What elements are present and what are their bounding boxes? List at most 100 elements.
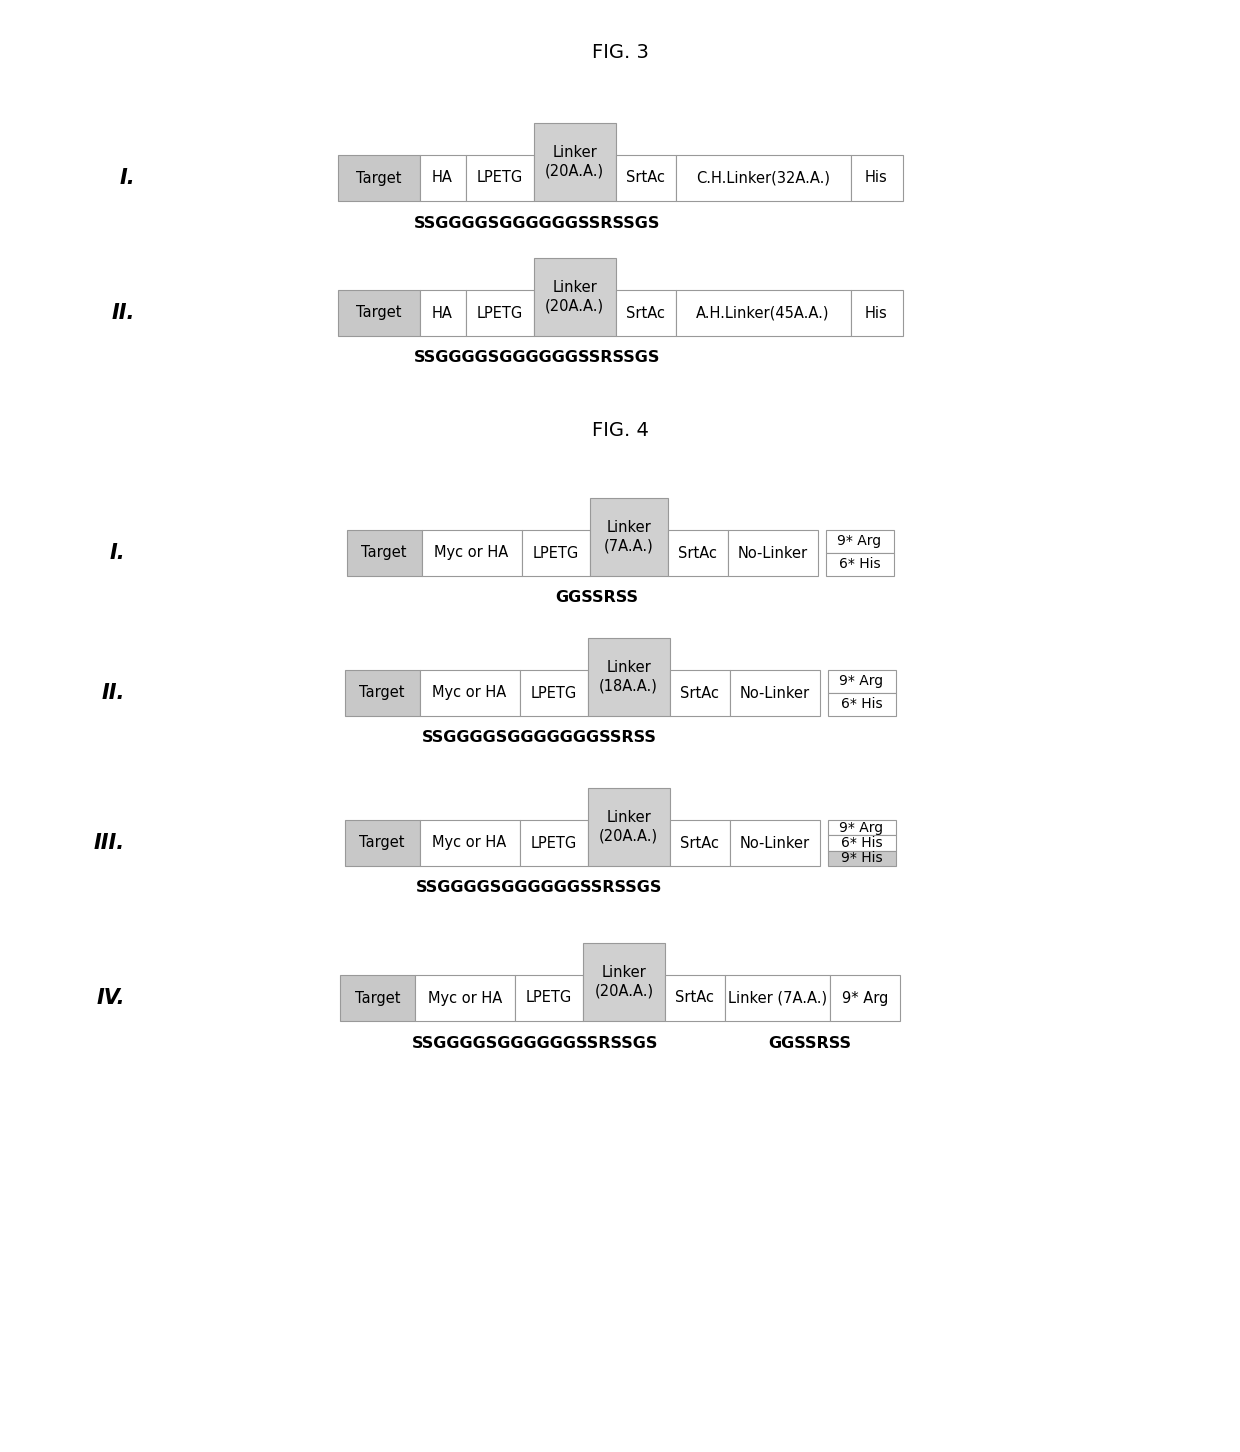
Bar bbox=[533, 123, 615, 200]
Text: SrtAc: SrtAc bbox=[678, 546, 717, 560]
Bar bbox=[676, 155, 851, 200]
Bar bbox=[589, 498, 667, 576]
Text: Myc or HA: Myc or HA bbox=[428, 990, 502, 1005]
Bar bbox=[725, 974, 830, 1021]
Text: Target: Target bbox=[356, 170, 402, 186]
Text: Linker
(20A.A.): Linker (20A.A.) bbox=[599, 810, 658, 844]
Text: III.: III. bbox=[94, 833, 125, 852]
Text: Linker
(20A.A.): Linker (20A.A.) bbox=[544, 145, 604, 179]
Text: SrtAc: SrtAc bbox=[626, 305, 665, 321]
Bar bbox=[522, 530, 589, 576]
Bar bbox=[615, 290, 676, 335]
Text: FIG. 3: FIG. 3 bbox=[591, 42, 649, 61]
Bar bbox=[851, 155, 903, 200]
Text: Linker
(20A.A.): Linker (20A.A.) bbox=[544, 280, 604, 314]
Text: FIG. 4: FIG. 4 bbox=[591, 421, 649, 440]
Text: 6* His: 6* His bbox=[841, 836, 883, 849]
Text: Linker
(7A.A.): Linker (7A.A.) bbox=[604, 520, 653, 553]
Bar bbox=[465, 290, 533, 335]
Bar bbox=[670, 669, 729, 716]
Text: His: His bbox=[866, 170, 888, 186]
Bar bbox=[728, 530, 817, 576]
Bar bbox=[670, 820, 729, 865]
Text: I.: I. bbox=[119, 168, 135, 187]
Bar bbox=[337, 155, 419, 200]
Bar bbox=[520, 669, 588, 716]
Bar bbox=[827, 835, 895, 851]
Bar bbox=[830, 974, 900, 1021]
Text: SrtAc: SrtAc bbox=[626, 170, 665, 186]
Bar bbox=[667, 530, 728, 576]
Text: GGSSRSS: GGSSRSS bbox=[556, 591, 639, 605]
Bar bbox=[827, 851, 895, 865]
Text: IV.: IV. bbox=[97, 987, 125, 1008]
Bar bbox=[615, 155, 676, 200]
Bar bbox=[729, 820, 820, 865]
Bar bbox=[533, 258, 615, 335]
Text: 9* Arg: 9* Arg bbox=[842, 990, 888, 1005]
Text: SrtAc: SrtAc bbox=[680, 835, 719, 851]
Text: 9* Arg: 9* Arg bbox=[837, 534, 882, 549]
Bar bbox=[588, 637, 670, 716]
Bar bbox=[422, 530, 522, 576]
Bar bbox=[465, 155, 533, 200]
Bar bbox=[345, 669, 419, 716]
Text: II.: II. bbox=[102, 682, 125, 703]
Text: LPETG: LPETG bbox=[531, 685, 577, 700]
Text: SSGGGGSGGGGGGSSRSSGS: SSGGGGSGGGGGGSSRSSGS bbox=[414, 350, 661, 366]
Bar bbox=[345, 820, 419, 865]
Text: SrtAc: SrtAc bbox=[680, 685, 719, 700]
Text: Target: Target bbox=[360, 835, 404, 851]
Text: C.H.Linker(32A.A.): C.H.Linker(32A.A.) bbox=[696, 170, 830, 186]
Bar bbox=[419, 669, 520, 716]
Text: Linker
(18A.A.): Linker (18A.A.) bbox=[599, 661, 658, 694]
Text: Target: Target bbox=[356, 305, 402, 321]
Text: LPETG: LPETG bbox=[476, 305, 522, 321]
Text: No-Linker: No-Linker bbox=[739, 685, 810, 700]
Text: A.H.Linker(45A.A.): A.H.Linker(45A.A.) bbox=[696, 305, 830, 321]
Text: Target: Target bbox=[360, 685, 404, 700]
Bar bbox=[419, 290, 465, 335]
Text: SSGGGGSGGGGGGSSRSSGS: SSGGGGSGGGGGGSSRSSGS bbox=[412, 1035, 658, 1050]
Text: Myc or HA: Myc or HA bbox=[433, 835, 507, 851]
Bar bbox=[419, 155, 465, 200]
Text: 6* His: 6* His bbox=[838, 558, 880, 572]
Text: GGSSRSS: GGSSRSS bbox=[769, 1035, 852, 1050]
Text: HA: HA bbox=[432, 305, 453, 321]
Bar bbox=[827, 669, 895, 693]
Bar bbox=[583, 942, 665, 1021]
Text: 9* Arg: 9* Arg bbox=[839, 820, 884, 835]
Text: 9* His: 9* His bbox=[841, 851, 883, 865]
Bar bbox=[415, 974, 515, 1021]
Text: SSGGGGSGGGGGGGSSRSS: SSGGGGSGGGGGGGSSRSS bbox=[422, 730, 657, 745]
Bar bbox=[520, 820, 588, 865]
Text: LPETG: LPETG bbox=[476, 170, 522, 186]
Bar bbox=[515, 974, 583, 1021]
Bar bbox=[729, 669, 820, 716]
Bar bbox=[851, 290, 903, 335]
Text: His: His bbox=[866, 305, 888, 321]
Text: SSGGGGSGGGGGGSSRSSGS: SSGGGGSGGGGGGSSRSSGS bbox=[414, 215, 661, 231]
Bar bbox=[676, 290, 851, 335]
Bar bbox=[419, 820, 520, 865]
Bar bbox=[826, 530, 894, 553]
Bar bbox=[827, 820, 895, 835]
Text: SSGGGGSGGGGGGSSRSSGS: SSGGGGSGGGGGGSSRSSGS bbox=[417, 880, 662, 896]
Text: LPETG: LPETG bbox=[532, 546, 579, 560]
Bar bbox=[340, 974, 415, 1021]
Bar bbox=[827, 693, 895, 716]
Text: Myc or HA: Myc or HA bbox=[433, 685, 507, 700]
Text: Target: Target bbox=[361, 546, 407, 560]
Bar bbox=[346, 530, 422, 576]
Text: 9* Arg: 9* Arg bbox=[839, 675, 884, 688]
Text: No-Linker: No-Linker bbox=[739, 835, 810, 851]
Bar bbox=[588, 788, 670, 865]
Text: Linker
(20A.A.): Linker (20A.A.) bbox=[594, 966, 653, 999]
Text: LPETG: LPETG bbox=[531, 835, 577, 851]
Text: Linker (7A.A.): Linker (7A.A.) bbox=[728, 990, 827, 1005]
Text: II.: II. bbox=[112, 303, 135, 322]
Bar bbox=[337, 290, 419, 335]
Text: Target: Target bbox=[355, 990, 401, 1005]
Bar bbox=[826, 553, 894, 576]
Text: 6* His: 6* His bbox=[841, 697, 883, 711]
